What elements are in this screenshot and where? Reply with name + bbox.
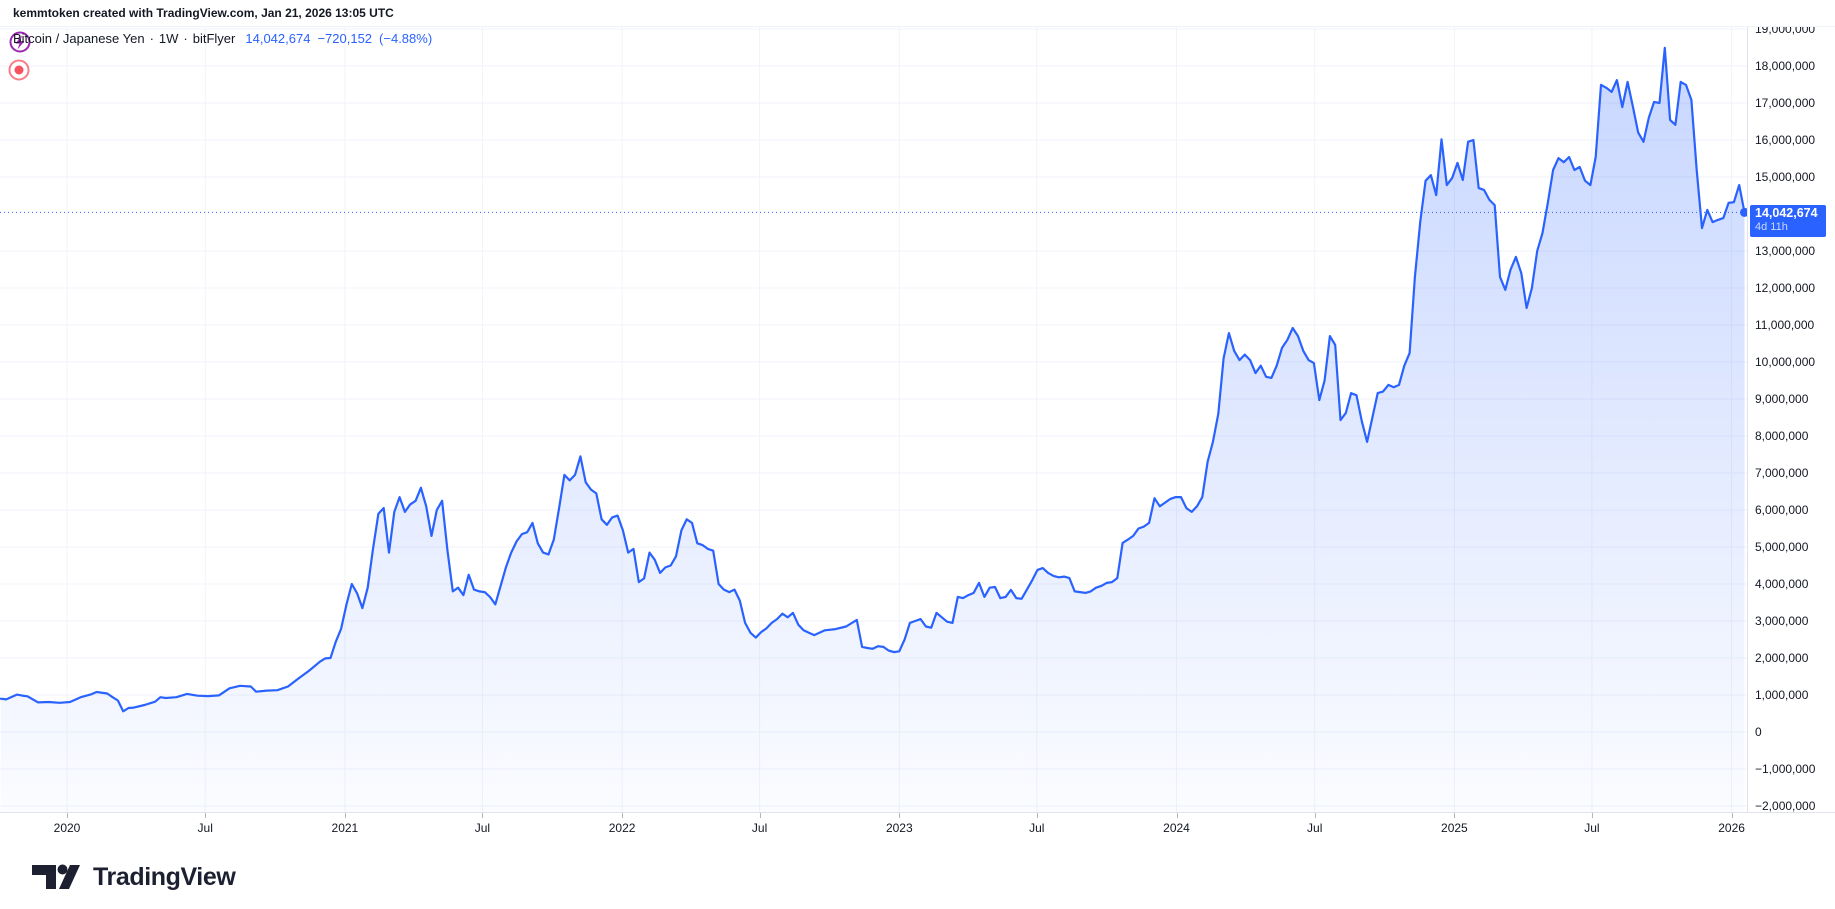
time-tick-mark <box>759 813 761 818</box>
price-tick-label: 13,000,000 <box>1755 244 1816 258</box>
time-tick-mark <box>899 813 901 818</box>
price-tick-label: 11,000,000 <box>1755 318 1815 332</box>
price-tick-label: 0 <box>1755 725 1762 739</box>
symbol-legend[interactable]: Bitcoin / Japanese Yen · 1W · bitFlyer 14,042… <box>13 29 439 49</box>
exchange-label[interactable]: bitFlyer <box>192 31 236 46</box>
time-tick-mark <box>1731 813 1733 818</box>
flash-indicator-icon[interactable] <box>9 31 31 53</box>
tradingview-logo[interactable]: TradingView <box>32 858 236 896</box>
price-tick-label: −1,000,000 <box>1755 762 1816 776</box>
price-tick-label: 17,000,000 <box>1755 96 1816 110</box>
price-tick-label: 8,000,000 <box>1755 429 1809 443</box>
record-indicator-icon[interactable] <box>8 59 30 81</box>
price-tick-label: 9,000,000 <box>1755 392 1809 406</box>
time-tick-mark <box>205 813 207 818</box>
legend-change-pct: (−4.88%) <box>379 31 433 46</box>
time-tick-mark <box>482 813 484 818</box>
price-tick-label: 18,000,000 <box>1755 59 1816 73</box>
time-tick-label: Jul <box>1029 821 1045 835</box>
tradingview-logo-icon <box>32 864 80 889</box>
price-tick-label: 15,000,000 <box>1755 170 1816 184</box>
time-tick-mark <box>1454 813 1456 818</box>
price-tick-label: 4,000,000 <box>1755 577 1809 591</box>
price-axis[interactable]: 14,042,674 4d 11h 19,000,000 18,000,000 17… <box>1747 22 1835 813</box>
legend-separator: · <box>183 31 188 46</box>
last-price-badge: 14,042,674 4d 11h <box>1750 205 1826 237</box>
legend-values: 14,042,674 −720,152 (−4.88%) <box>245 31 439 46</box>
symbol-title[interactable]: Bitcoin / Japanese Yen <box>13 31 145 46</box>
time-tick-label: 2020 <box>53 821 81 835</box>
time-tick-label: 2022 <box>608 821 636 835</box>
price-tick-label: 2,000,000 <box>1755 651 1809 665</box>
interval-label[interactable]: 1W <box>158 31 179 46</box>
time-tick-label: 2021 <box>331 821 359 835</box>
price-tick-label: 6,000,000 <box>1755 503 1809 517</box>
area-fill <box>0 47 1745 812</box>
last-price-value: 14,042,674 <box>1755 206 1818 220</box>
price-tick-label: 10,000,000 <box>1755 355 1816 369</box>
price-tick-label: 1,000,000 <box>1755 688 1809 702</box>
price-line <box>0 46 1746 713</box>
time-tick-label: Jul <box>1584 821 1600 835</box>
time-tick-mark <box>344 813 346 818</box>
time-axis[interactable]: 2020 Jul 2021 Jul 2022 Jul 2023 Jul 2024 Jul 2025 J… <box>0 812 1835 847</box>
time-tick-mark <box>1176 813 1178 818</box>
last-price-dot <box>1740 207 1747 217</box>
pane-corner-icons <box>8 31 31 81</box>
time-tick-mark <box>1036 813 1038 818</box>
legend-separator: · <box>149 31 154 46</box>
price-tick-label: −2,000,000 <box>1755 799 1816 813</box>
legend-change: −720,152 <box>317 31 373 46</box>
time-tick-mark <box>67 813 68 818</box>
price-tick-label: 12,000,000 <box>1755 281 1816 295</box>
time-tick-mark <box>1591 813 1593 818</box>
tradingview-wordmark: TradingView <box>93 862 236 891</box>
time-tick-label: Jul <box>1307 821 1323 835</box>
attribution-text: kemmtoken created with TradingView.com, … <box>13 6 394 20</box>
price-chart-canvas[interactable] <box>0 26 1747 812</box>
time-tick-label: Jul <box>751 821 768 835</box>
time-tick-label: 2026 <box>1718 821 1745 835</box>
price-tick-label: 3,000,000 <box>1755 614 1809 628</box>
time-tick-label: 2025 <box>1441 821 1468 835</box>
legend-last-price: 14,042,674 <box>245 31 311 46</box>
attribution-bar: kemmtoken created with TradingView.com, … <box>0 0 1835 27</box>
time-tick-mark <box>622 813 624 818</box>
price-tick-label: 16,000,000 <box>1755 133 1816 147</box>
chart-pane[interactable]: Bitcoin / Japanese Yen · 1W · bitFlyer 14,042… <box>0 26 1747 812</box>
price-tick-label: 5,000,000 <box>1755 540 1809 554</box>
time-tick-label: Jul <box>197 821 213 835</box>
time-tick-label: 2024 <box>1163 821 1190 835</box>
price-tick-label: 7,000,000 <box>1755 466 1809 480</box>
bar-countdown: 4d 11h <box>1755 221 1788 233</box>
footer-strip: TradingView <box>0 846 1835 909</box>
time-tick-label: Jul <box>474 821 491 835</box>
time-tick-mark <box>1314 813 1316 818</box>
time-tick-label: 2023 <box>885 821 913 835</box>
